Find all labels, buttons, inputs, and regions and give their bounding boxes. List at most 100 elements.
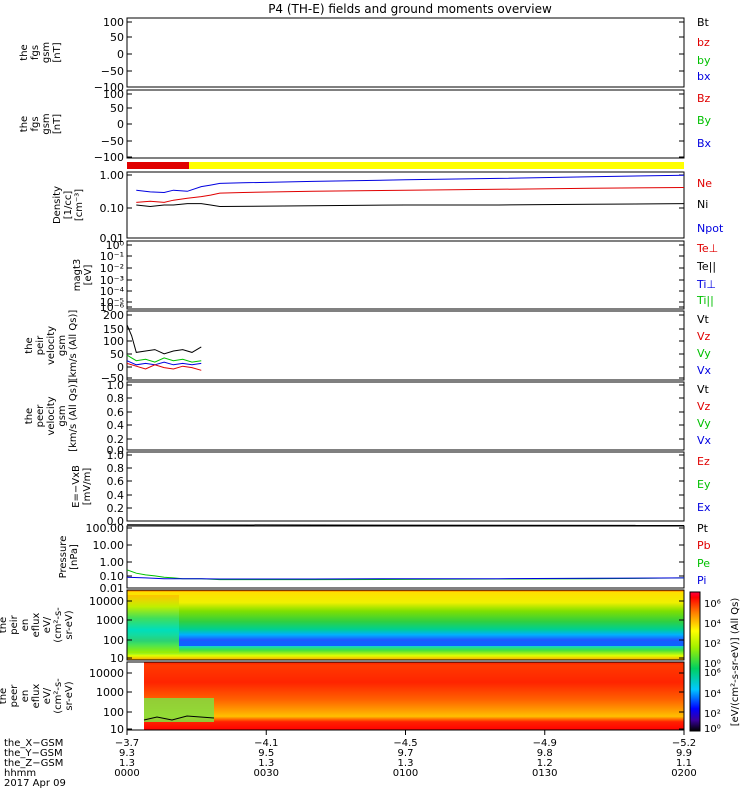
- x-tick-label: −4.1: [254, 738, 278, 749]
- series-line-Vy: [126, 354, 202, 363]
- legend-entry: Ti⊥: [696, 278, 716, 291]
- legend-entry: by: [697, 54, 711, 67]
- legend-entry: Vx: [697, 364, 712, 377]
- y-tick-label: 100: [103, 706, 124, 719]
- y-axis-label-line: (cm²-s-: [53, 678, 64, 714]
- panel-frame: [126, 310, 685, 381]
- panel-frame: [126, 381, 685, 451]
- y-axis-label: the peer en eflux eV/(cm²-s-sr-eV): [0, 678, 75, 714]
- y-tick-label: 0: [117, 118, 124, 131]
- y-tick-label: 10⁻⁶: [100, 301, 125, 314]
- y-axis-label-line: magt3: [72, 259, 83, 292]
- legend-entry: bx: [697, 70, 711, 83]
- y-tick-label: 10⁻²: [100, 262, 124, 275]
- x-tick-label: −5.2: [672, 738, 696, 749]
- legend-entry: Ey: [697, 478, 711, 491]
- y-tick-label: 10⁻¹: [100, 250, 124, 263]
- y-axis-label-line: gsm: [41, 113, 52, 134]
- panel-frame: [126, 240, 685, 310]
- y-tick-label: 0.01: [100, 232, 125, 245]
- y-axis-label-line: the: [19, 116, 30, 132]
- x-tick-label: −3.7: [115, 738, 139, 749]
- y-axis-label-line: peer: [35, 404, 46, 428]
- y-axis-label: E=−VxB [mV/m]: [71, 465, 93, 508]
- y-axis-label: Pressure [nPa]: [58, 536, 80, 579]
- panel-efield: 1.00.80.60.40.20.0 E=−VxB [mV/m] Ez Ey Ex: [71, 449, 711, 528]
- y-tick-label: 0.10: [100, 570, 125, 583]
- y-tick-label: 1000: [96, 614, 124, 627]
- y-tick-label: 10: [110, 652, 124, 665]
- panel-frame: [126, 589, 685, 661]
- y-axis-label-line: [km/s (All Qs)]: [68, 310, 79, 382]
- x-axis-row-label: the_Y−GSM: [4, 748, 63, 759]
- y-tick-label: 10000: [89, 667, 124, 680]
- y-tick-label: 100.00: [86, 522, 125, 535]
- legend-entry: Ez: [697, 455, 710, 468]
- legend-entry: Te||: [696, 260, 716, 273]
- x-tick-label: 1.3: [398, 758, 414, 769]
- y-axis-label-line: peir: [35, 335, 46, 355]
- y-tick-label: 0.01: [100, 582, 125, 595]
- panel-fgs-gsm: 100 50 0 −50 −100 the fgs gsm [nT] Bt bz by bx: [19, 16, 711, 94]
- y-tick-label: 1.00: [100, 556, 125, 569]
- y-axis-label-line: E=−VxB: [71, 465, 82, 508]
- x-tick-label: −4.5: [393, 738, 417, 749]
- x-tick-label: 1.1: [676, 758, 692, 769]
- y-tick-label: 0.4: [107, 489, 125, 502]
- legend-entry: Vy: [697, 347, 711, 360]
- legend-entry: Bt: [697, 16, 710, 29]
- panel-frame: [126, 89, 685, 159]
- legend-entry: By: [697, 114, 712, 127]
- y-axis-label-line: (cm²-s-: [53, 607, 64, 643]
- spectrogram-gap: [127, 662, 144, 730]
- y-tick-label: 0.10: [100, 202, 125, 215]
- colorbar-tick-label: 10⁰: [704, 659, 721, 670]
- series-line-Pt: [126, 524, 685, 526]
- colorbar-label-text: [eV/(cm²-s-sr-eV)] (All Qs): [730, 598, 741, 727]
- y-axis-label-line: gsm: [41, 42, 52, 63]
- legend-entry: Bx: [697, 137, 712, 150]
- y-tick-label: 0.0: [107, 515, 125, 528]
- y-tick-label: 0.2: [107, 433, 125, 446]
- x-tick-label: 0000: [114, 768, 139, 779]
- panel-peir-eflux: 10000 1000 100 10 the peir en eflux eV/(cm²-s-sr…: [0, 589, 685, 665]
- y-axis-label-line: eV/: [42, 616, 53, 633]
- legend-entry: bz: [697, 36, 710, 49]
- spectrogram-early-fill: [127, 595, 179, 653]
- y-tick-label: 10⁻⁵: [100, 296, 124, 309]
- panel-frame: [126, 17, 685, 88]
- x-tick-label: 0030: [254, 768, 279, 779]
- legend-entry: Pt: [697, 522, 709, 535]
- y-axis-label-line: the: [24, 408, 35, 424]
- y-tick-label: 0.0: [107, 444, 125, 457]
- y-axis-label-line: eflux: [31, 613, 42, 638]
- y-tick-label: −100: [94, 151, 124, 164]
- y-axis-label-line: [nPa]: [69, 544, 80, 570]
- series-line-Vt: [126, 324, 202, 355]
- legend-entry: Vy: [697, 417, 711, 430]
- legend-entry: Te⊥: [696, 242, 718, 255]
- colorbar-tick-label: 10⁶: [704, 599, 721, 610]
- chart-title: P4 (TH-E) fields and ground moments over…: [268, 2, 552, 16]
- panel-frame: [126, 525, 685, 589]
- y-axis-label-line: peir: [9, 614, 20, 634]
- legend-entry: Pe: [697, 557, 710, 570]
- y-tick-label: 100: [103, 634, 124, 647]
- y-tick-label: 0.2: [107, 502, 125, 515]
- y-tick-label: 1.0: [107, 379, 125, 392]
- y-tick-label: 0.8: [107, 462, 125, 475]
- colorbar-scale: [689, 591, 701, 732]
- legend-entry: Vz: [697, 400, 711, 413]
- colorbar-tick-label: 10²: [704, 639, 721, 650]
- legend-entry: Bz: [697, 92, 711, 105]
- y-axis-label-line: Density: [52, 186, 63, 224]
- y-tick-label: 10⁻⁴: [100, 285, 125, 298]
- y-axis-label-line: [eV]: [83, 265, 94, 286]
- y-axis-label: the fgs gsm [nT]: [19, 113, 63, 134]
- x-tick-label: 9.7: [398, 748, 414, 759]
- y-axis-label-line: en: [20, 690, 31, 703]
- y-axis-label-line: the: [24, 337, 35, 353]
- x-tick-label: 9.3: [119, 748, 135, 759]
